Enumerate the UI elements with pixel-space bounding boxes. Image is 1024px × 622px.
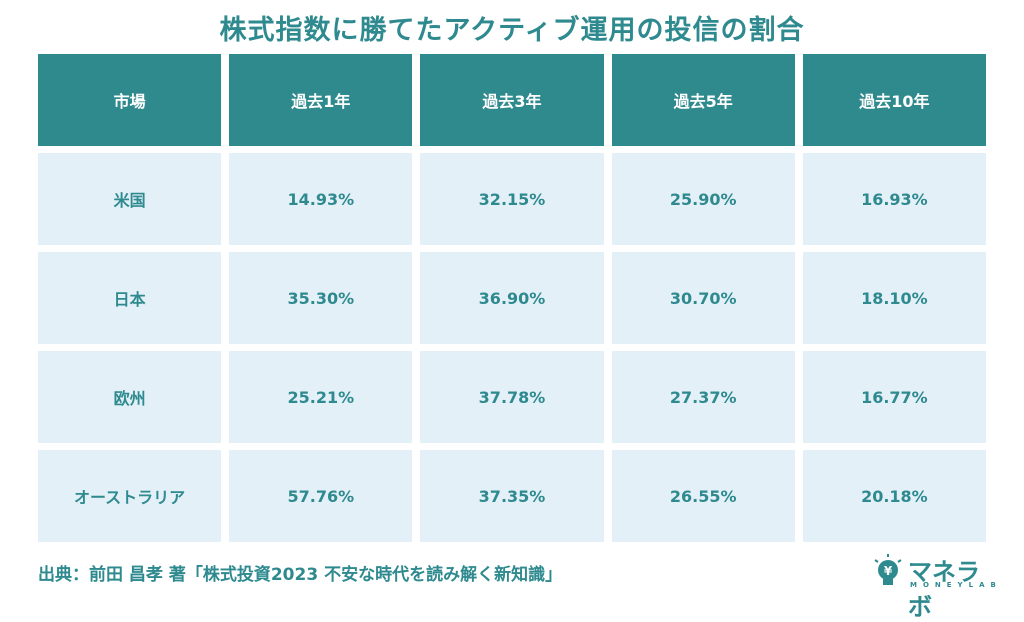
column-header: 市場 bbox=[38, 54, 222, 146]
page: 株式指数に勝てたアクティブ運用の投信の割合 市場 過去1年 過去3年 過去5年 過去10… bbox=[38, 15, 1002, 621]
table-cell: 26.55% bbox=[611, 450, 795, 542]
logo: ¥ マネラボ MONEYLAB bbox=[872, 552, 1002, 621]
logo-sub: MONEYLAB bbox=[910, 581, 1002, 589]
table-cell: 16.77% bbox=[802, 351, 986, 443]
column-header: 過去10年 bbox=[802, 54, 986, 146]
table-cell: 25.21% bbox=[229, 351, 413, 443]
table-cell: 30.70% bbox=[611, 252, 795, 344]
table-cell: 14.93% bbox=[229, 153, 413, 245]
table-cell: 37.35% bbox=[420, 450, 604, 542]
table: 市場 過去1年 過去3年 過去5年 過去10年 米国 14.93% 32.15% 25.90% 1… bbox=[38, 54, 986, 542]
row-header: 日本 bbox=[38, 252, 222, 344]
logo-icon: ¥ bbox=[874, 554, 902, 585]
column-header: 過去3年 bbox=[420, 54, 604, 146]
table-cell: 35.30% bbox=[229, 252, 413, 344]
row-header: 米国 bbox=[38, 153, 222, 245]
table-cell: 27.37% bbox=[611, 351, 795, 443]
table-cell: 57.76% bbox=[229, 450, 413, 542]
table-cell: 20.18% bbox=[802, 450, 986, 542]
table-cell: 36.90% bbox=[420, 252, 604, 344]
row-header: オーストラリア bbox=[38, 450, 222, 542]
column-header: 過去5年 bbox=[611, 54, 795, 146]
source: 出典：前田 昌孝 著「株式投資2023 不安な時代を読み解く新知識」 bbox=[38, 565, 563, 585]
svg-text:¥: ¥ bbox=[884, 564, 893, 578]
table-cell: 32.15% bbox=[420, 153, 604, 245]
table-cell: 37.78% bbox=[420, 351, 604, 443]
table-cell: 16.93% bbox=[802, 153, 986, 245]
column-header: 過去1年 bbox=[229, 54, 413, 146]
row-header: 欧州 bbox=[38, 351, 222, 443]
table-cell: 18.10% bbox=[802, 252, 986, 344]
title: 株式指数に勝てたアクティブ運用の投信の割合 bbox=[219, 15, 805, 46]
table-cell: 25.90% bbox=[611, 153, 795, 245]
